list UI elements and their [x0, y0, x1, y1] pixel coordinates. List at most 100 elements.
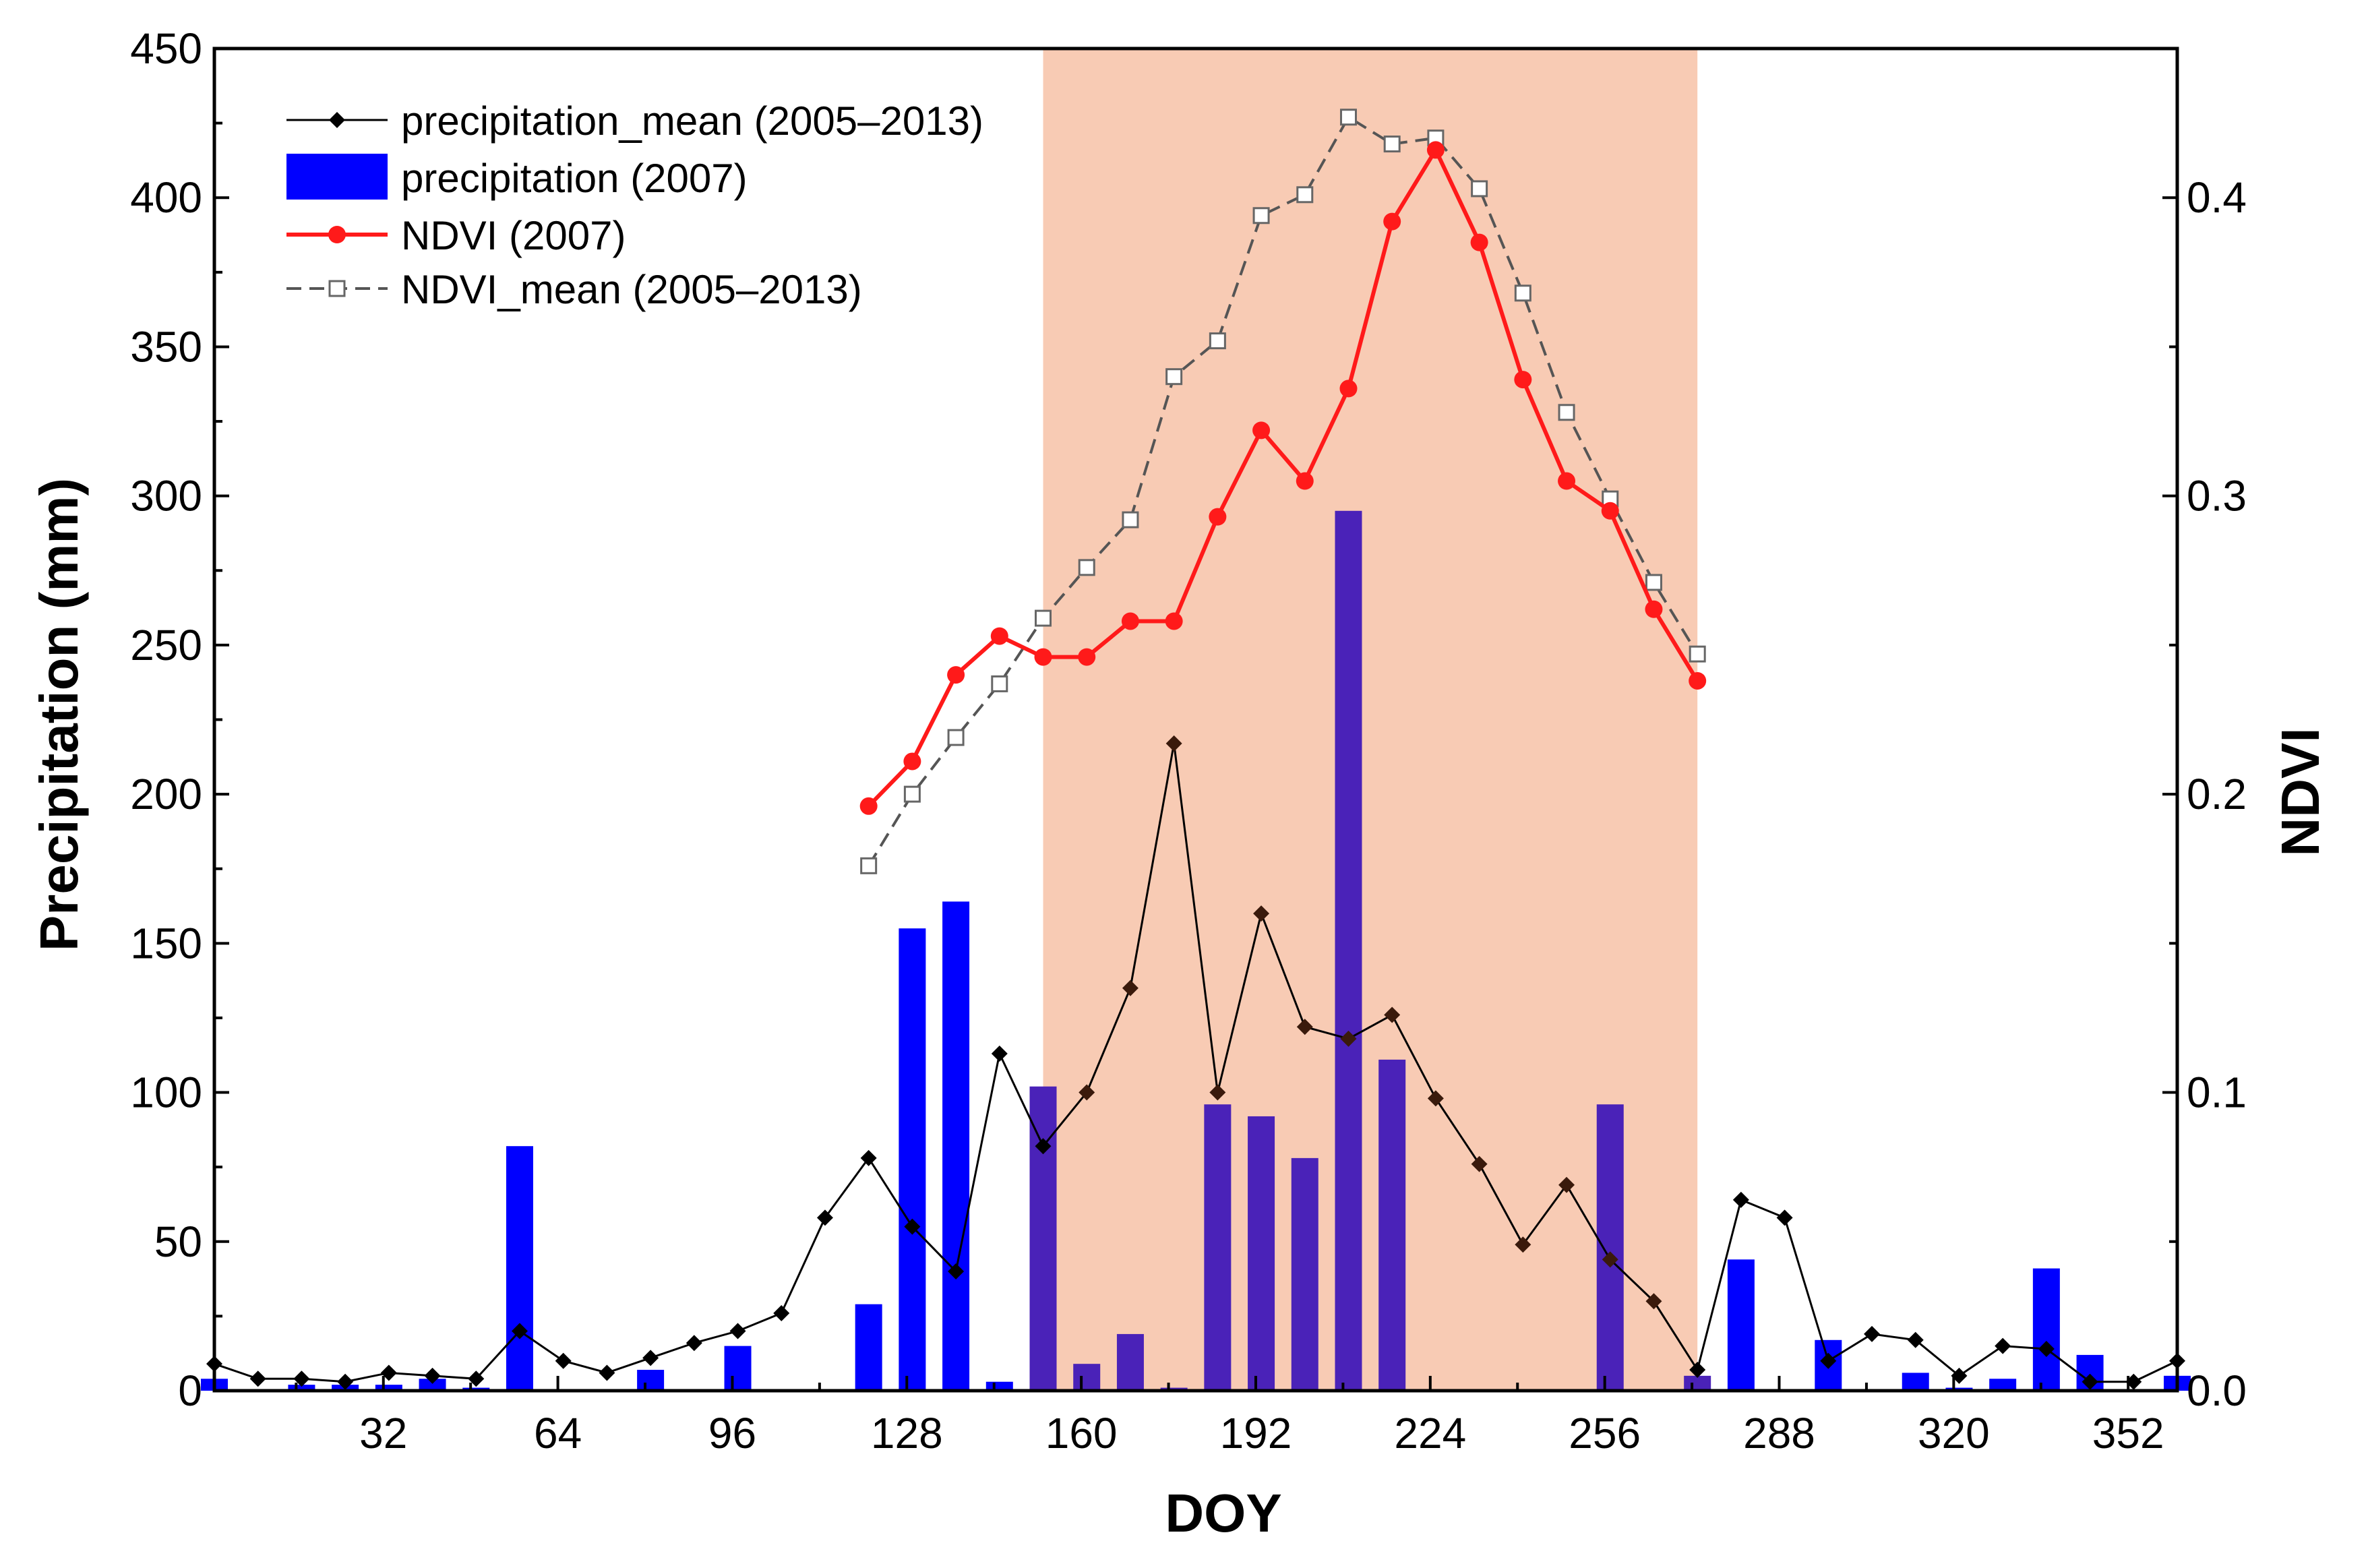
precip-mean-marker [1907, 1331, 1924, 1348]
precip-2007-bar [724, 1346, 752, 1391]
y-left-tick-label: 450 [130, 24, 202, 73]
precip-2007-bar [1248, 1116, 1275, 1391]
ndvi-2007-marker [1252, 421, 1271, 440]
x-tick-label: 256 [1569, 1409, 1641, 1457]
axes-layer: 32 64 96 128 160 192 224 256 288 320 352 0 50 100 150 2… [130, 24, 2247, 1457]
precip-mean-line [214, 743, 2178, 1383]
ndvi-2007-marker [1514, 371, 1532, 389]
x-tick-label: 96 [708, 1409, 756, 1457]
y-left-tick-label: 200 [130, 770, 202, 818]
precip-2007-bar [2032, 1268, 2060, 1391]
x-axis-title: DOY [1165, 1483, 1281, 1543]
lines-layer [206, 109, 2185, 1390]
ndvi-mean-marker [1078, 559, 1095, 576]
ndvi-2007-marker [1121, 612, 1139, 630]
x-tick-label: 64 [534, 1409, 582, 1457]
ndvi-mean-marker [1514, 284, 1531, 302]
y-right-tick-label: 0.3 [2187, 472, 2247, 520]
ndvi-2007-marker [947, 666, 965, 684]
precip-mean-marker [904, 1218, 921, 1235]
precip-2007-bar [1073, 1364, 1101, 1391]
precip-2007-bar [855, 1304, 882, 1391]
ndvi-2007-marker [1558, 472, 1576, 490]
precip-mean-marker [1079, 1084, 1095, 1101]
precip-2007-bar [1727, 1259, 1755, 1391]
y-left-axis-title: Precipitation (mm) [29, 478, 89, 951]
precip-mean-marker [1253, 905, 1270, 922]
ndvi-mean-marker [991, 675, 1008, 692]
precip-2007-bar [419, 1379, 446, 1391]
precip-mean-marker [599, 1364, 615, 1381]
precip-mean-marker [1471, 1155, 1488, 1172]
precip-2007-bar [637, 1370, 665, 1391]
precip-2007-bar [1902, 1373, 1929, 1391]
precip-mean-marker [1645, 1293, 1662, 1310]
ndvi-mean-marker [860, 857, 878, 874]
precip-2007-bar [375, 1385, 402, 1391]
y-left-tick-label: 400 [130, 173, 202, 222]
ndvi-mean-marker [1471, 180, 1488, 198]
y-right-axis-title: NDVI [2270, 727, 2330, 856]
precip-mean-marker [1864, 1325, 1881, 1342]
precip-mean-marker [555, 1352, 572, 1369]
y-right-tick-label: 0.0 [2187, 1366, 2247, 1415]
ndvi-mean-marker [1689, 645, 1706, 663]
ndvi-mean-marker [1165, 368, 1183, 386]
ndvi-2007-marker [859, 797, 878, 815]
legend-swatch-precip-2007 [286, 154, 388, 200]
x-tick-label: 288 [1743, 1409, 1815, 1457]
ndvi-2007-marker [1601, 502, 1619, 520]
y-right-tick-label: 0.1 [2187, 1068, 2247, 1117]
precip-2007-bar [899, 928, 926, 1391]
ndvi-2007-marker [1296, 472, 1314, 490]
x-tick-label: 160 [1045, 1409, 1118, 1457]
precip-mean-marker [2125, 1373, 2142, 1390]
legend-label-ndvi-2007: NDVI (2007) [401, 213, 626, 258]
ndvi-2007-marker [1034, 648, 1052, 666]
ndvi-mean-marker [1645, 574, 1662, 591]
precip-2007-bar [1116, 1333, 1144, 1391]
x-tick-label: 352 [2092, 1409, 2164, 1457]
y-left-tick-label: 250 [130, 621, 202, 669]
precip-2007-bar [1204, 1104, 1232, 1391]
precip-mean-marker [249, 1370, 266, 1387]
precip-mean-marker [1732, 1191, 1749, 1208]
legend-marker-precip-mean [329, 112, 345, 128]
x-tick-label: 320 [1918, 1409, 1990, 1457]
ndvi-2007-marker [1339, 380, 1358, 398]
ndvi-mean-marker [1122, 511, 1139, 529]
y-left-tick-label: 300 [130, 472, 202, 520]
ndvi-2007-marker [1383, 212, 1401, 231]
precip-mean-marker [816, 1209, 833, 1226]
precip-2007-bar [1989, 1379, 2017, 1391]
precip-mean-marker [1296, 1019, 1313, 1035]
precip-mean-marker [1384, 1006, 1401, 1023]
precip-2007-bar [1029, 1086, 1057, 1391]
precip-mean-marker [1035, 1138, 1052, 1155]
precip-mean-marker [1776, 1209, 1793, 1226]
legend: precipitation_mean (2005–2013) precipita… [286, 98, 983, 312]
legend-label-precip-mean: precipitation_mean (2005–2013) [401, 98, 983, 144]
precip-mean-marker [1427, 1090, 1444, 1107]
precip-mean-marker [991, 1046, 1008, 1062]
ndvi-2007-marker [1165, 612, 1183, 630]
ndvi-2007-marker [1426, 141, 1445, 159]
precip-mean-marker [1122, 979, 1139, 996]
legend-marker-ndvi-mean [328, 280, 346, 297]
precip-mean-marker [511, 1323, 528, 1339]
precip-mean-marker [2082, 1373, 2098, 1390]
y-right-tick-label: 0.2 [2187, 770, 2247, 818]
precip-mean-marker [1820, 1352, 1837, 1369]
y-left-tick-label: 50 [154, 1217, 202, 1266]
precip-mean-marker [1995, 1337, 2011, 1354]
precip-mean-marker [1340, 1030, 1357, 1047]
precip-mean-marker [642, 1350, 659, 1366]
x-tick-label: 224 [1394, 1409, 1466, 1457]
precip-2007-bar [942, 901, 970, 1391]
precip-mean-marker [1209, 1084, 1226, 1101]
ndvi-mean-marker [1252, 207, 1270, 224]
ndvi-2007-marker [1645, 600, 1663, 618]
precip-2007-bar [1596, 1104, 1624, 1391]
ndvi-mean-marker [1035, 609, 1052, 627]
